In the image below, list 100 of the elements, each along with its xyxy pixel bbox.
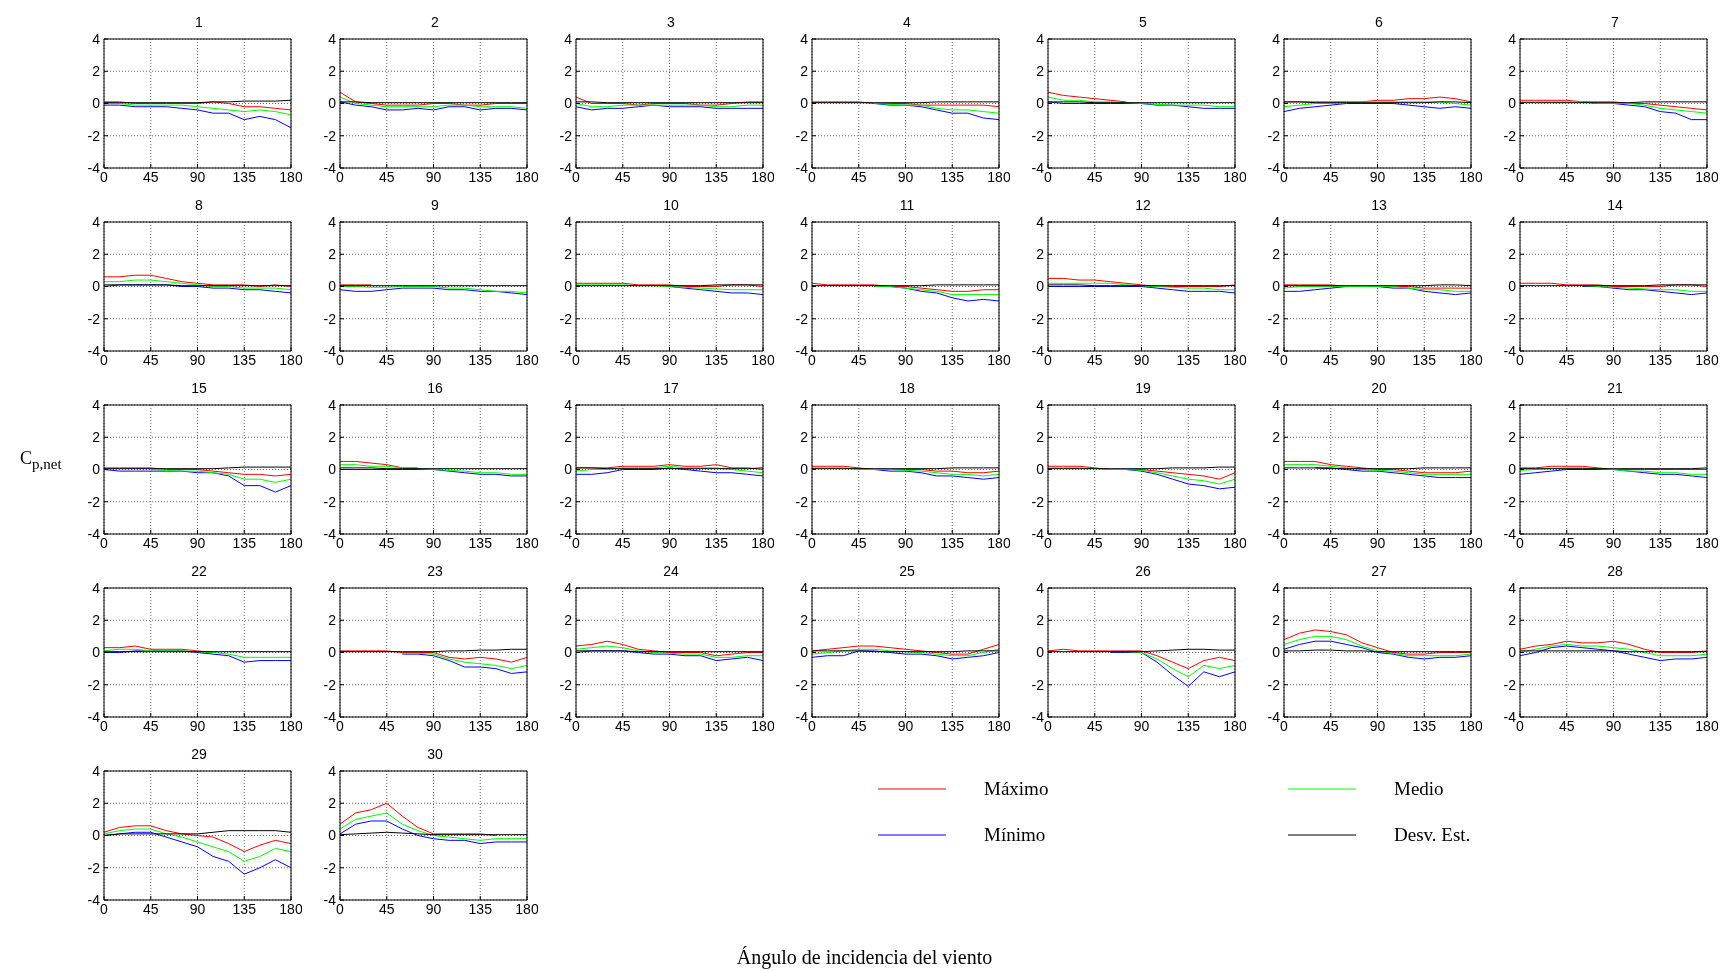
chart-title: 26 xyxy=(1134,563,1152,579)
y-tick-label: 0 xyxy=(92,278,101,295)
y-tick-label: -2 xyxy=(795,310,809,327)
x-tick-label: 90 xyxy=(1605,534,1622,551)
y-tick-label: -4 xyxy=(559,342,573,359)
line-series xyxy=(104,104,291,129)
y-tick-label: -2 xyxy=(1267,127,1281,144)
y-tick-label: 4 xyxy=(328,396,337,413)
chart-title: 17 xyxy=(662,380,680,396)
y-tick-label: -4 xyxy=(87,159,101,176)
x-tick-label: 135 xyxy=(704,351,729,368)
line-series xyxy=(1048,91,1127,103)
x-tick-label: 180 xyxy=(515,168,539,185)
legend-label: Mínimo xyxy=(984,824,1046,846)
x-tick-label: 135 xyxy=(940,168,965,185)
chart-title: 10 xyxy=(662,197,680,213)
x-tick-label: 135 xyxy=(232,717,257,734)
x-tick-label: 90 xyxy=(897,534,914,551)
y-tick-label: 2 xyxy=(800,612,809,629)
x-tick-label: 45 xyxy=(1322,717,1339,734)
line-series xyxy=(812,282,999,292)
x-tick-label: 90 xyxy=(189,351,206,368)
y-tick-label: 2 xyxy=(564,246,573,263)
y-tick-label: 4 xyxy=(800,30,809,47)
y-tick-label: 2 xyxy=(1272,429,1281,446)
y-tick-label: 4 xyxy=(800,213,809,230)
x-tick-label: 180 xyxy=(987,168,1011,185)
y-tick-label: -2 xyxy=(559,676,573,693)
y-tick-label: 0 xyxy=(1036,644,1045,661)
x-tick-label: 45 xyxy=(1322,534,1339,551)
y-tick-label: -2 xyxy=(1503,310,1517,327)
x-tick-label: 45 xyxy=(850,168,867,185)
y-tick-label: 0 xyxy=(92,461,101,478)
y-tick-label: 2 xyxy=(1036,429,1045,446)
chart-title: 16 xyxy=(426,380,444,396)
x-tick-label: 90 xyxy=(661,168,678,185)
y-tick-label: -4 xyxy=(323,891,337,908)
x-tick-label: 45 xyxy=(378,168,395,185)
line-series xyxy=(873,103,999,114)
line-series xyxy=(104,648,291,658)
x-tick-label: 45 xyxy=(142,900,159,917)
x-tick-label: 90 xyxy=(1133,534,1150,551)
chart-title: 3 xyxy=(666,14,676,30)
chart-title: 21 xyxy=(1606,380,1624,396)
line-series xyxy=(1284,103,1471,113)
y-tick-label: 2 xyxy=(1272,63,1281,80)
y-tick-label: -2 xyxy=(1267,676,1281,693)
line-series xyxy=(104,274,291,287)
y-tick-label: -2 xyxy=(323,676,337,693)
y-tick-label: 4 xyxy=(92,213,101,230)
y-tick-label: 0 xyxy=(800,644,809,661)
x-tick-label: 180 xyxy=(515,717,539,734)
chart-title: 25 xyxy=(898,563,916,579)
chart-title: 8 xyxy=(194,197,204,213)
y-tick-label: 2 xyxy=(328,429,337,446)
chart-title: 22 xyxy=(190,563,208,579)
x-tick-label: 45 xyxy=(614,717,631,734)
x-tick-label: 180 xyxy=(1695,717,1719,734)
y-tick-label: 4 xyxy=(1508,213,1517,230)
x-tick-label: 180 xyxy=(1459,351,1483,368)
x-tick-label: 180 xyxy=(1695,351,1719,368)
y-tick-label: 4 xyxy=(564,30,573,47)
chart-title: 27 xyxy=(1370,563,1388,579)
x-tick-label: 45 xyxy=(1558,168,1575,185)
y-tick-label: -4 xyxy=(1503,342,1517,359)
y-tick-label: -4 xyxy=(1267,525,1281,542)
chart-title: 28 xyxy=(1606,563,1624,579)
line-series xyxy=(104,828,291,862)
x-tick-label: 135 xyxy=(1648,351,1673,368)
y-tick-label: -4 xyxy=(795,708,809,725)
chart-title: 15 xyxy=(190,380,208,396)
x-tick-label: 135 xyxy=(232,900,257,917)
y-tick-label: 2 xyxy=(328,795,337,812)
x-tick-label: 135 xyxy=(1176,168,1201,185)
x-tick-label: 45 xyxy=(142,534,159,551)
x-tick-label: 180 xyxy=(987,351,1011,368)
x-tick-label: 90 xyxy=(1133,351,1150,368)
y-tick-label: 2 xyxy=(800,429,809,446)
legend-label: Desv. Est. xyxy=(1394,824,1471,846)
x-tick-label: 45 xyxy=(1086,534,1103,551)
x-tick-label: 90 xyxy=(425,717,442,734)
y-tick-label: -4 xyxy=(87,891,101,908)
y-tick-label: -4 xyxy=(795,525,809,542)
line-series xyxy=(340,820,527,845)
line-series xyxy=(104,279,291,291)
y-tick-label: 4 xyxy=(1508,30,1517,47)
x-tick-label: 135 xyxy=(1176,534,1201,551)
y-tick-label: 4 xyxy=(800,396,809,413)
y-tick-label: -4 xyxy=(1031,342,1045,359)
y-tick-label: 0 xyxy=(92,827,101,844)
x-tick-label: 90 xyxy=(661,351,678,368)
x-tick-label: 90 xyxy=(189,534,206,551)
y-tick-label: -4 xyxy=(1503,159,1517,176)
line-series xyxy=(1048,467,1235,485)
x-tick-label: 180 xyxy=(1459,717,1483,734)
x-tick-label: 45 xyxy=(850,351,867,368)
line-series xyxy=(1284,464,1471,475)
x-tick-label: 180 xyxy=(1223,534,1247,551)
x-tick-label: 45 xyxy=(1322,351,1339,368)
line-series xyxy=(1284,460,1471,474)
